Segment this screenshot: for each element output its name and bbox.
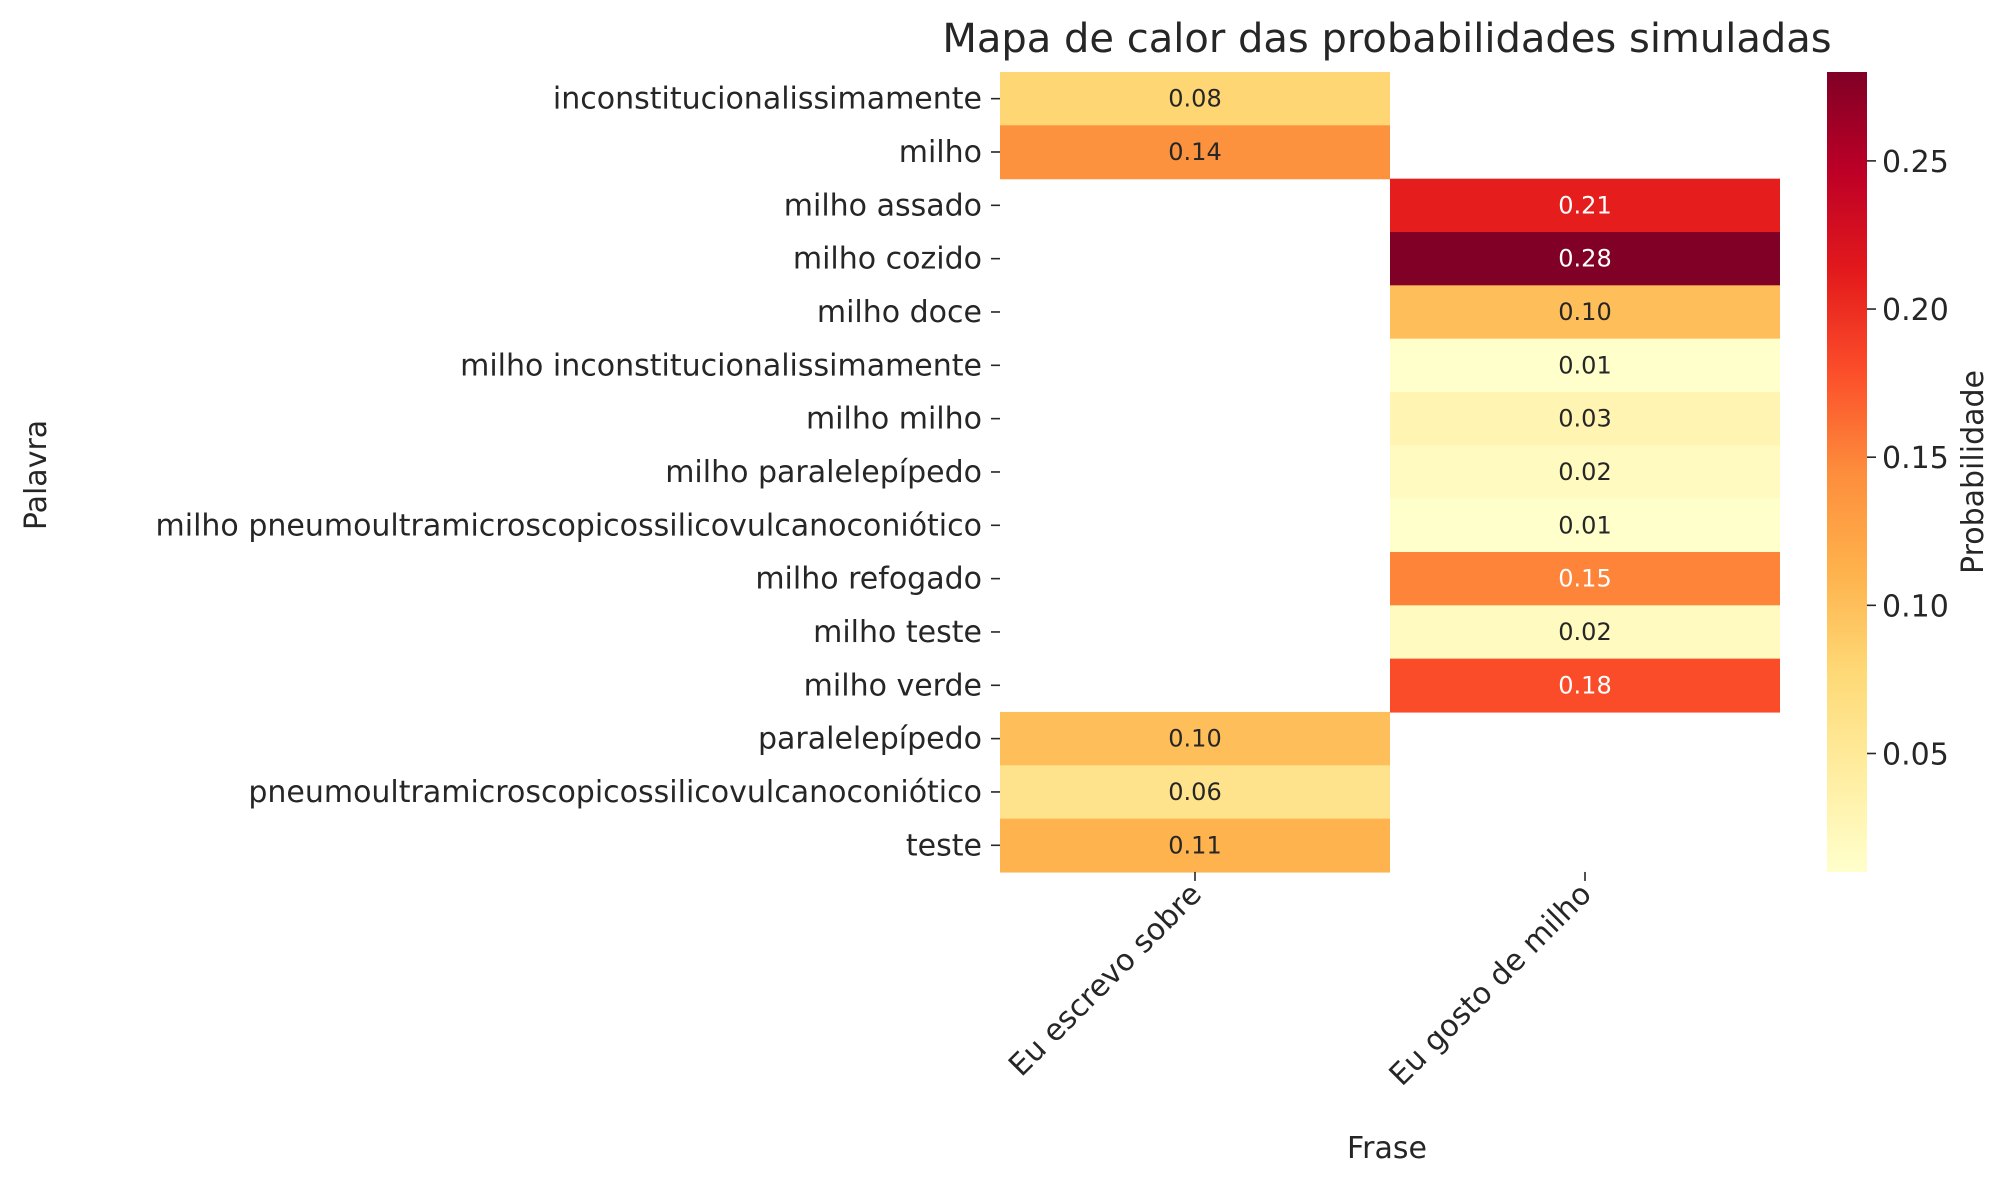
cell-value-label: 0.02: [1558, 458, 1611, 486]
cell-value-label: 0.21: [1558, 191, 1611, 219]
colorbar-gradient: [1827, 72, 1867, 872]
colorbar-label: Probabilidade: [1956, 370, 1991, 574]
cell-value-label: 0.11: [1168, 831, 1221, 859]
cell-value-labels: 0.08 0.14 0.21 0.28 0.10 0.01 0.03 0.02 0.01 0.15…: [1168, 85, 1611, 860]
heatmap-cell: [1390, 551, 1780, 606]
y-axis-label: Palavra: [19, 420, 54, 530]
y-tick-label: inconstitucionalissimamente: [553, 82, 982, 117]
colorbar: 0.05 0.10 0.15 0.20 0.25 Probabilidade: [1827, 72, 1991, 872]
y-tick-label: paralelepípedo: [758, 722, 982, 757]
y-tick-label: pneumoultramicroscopicossilicovulcanocon…: [248, 775, 982, 810]
y-tick-label: milho verde: [804, 668, 982, 703]
heatmap-cell: [1390, 391, 1780, 446]
heatmap-cell: [1000, 818, 1390, 873]
y-tick-label: milho cozido: [793, 242, 982, 277]
heatmap-cell: [1390, 338, 1780, 393]
cell-value-label: 0.10: [1558, 298, 1611, 326]
colorbar-tick-label: 0.25: [1882, 145, 1949, 180]
y-tick-label: milho milho: [806, 402, 982, 437]
heatmap-cell: [1390, 285, 1780, 340]
colorbar-tick-label: 0.20: [1882, 293, 1949, 328]
heatmap-cell: [1390, 445, 1780, 500]
cell-value-label: 0.28: [1558, 245, 1611, 273]
cell-value-label: 0.10: [1168, 725, 1221, 753]
y-tick-label: milho doce: [817, 295, 982, 330]
heatmap-cell: [1000, 125, 1390, 180]
x-tick-label: Eu gosto de milho: [1383, 877, 1599, 1093]
cell-value-label: 0.01: [1558, 511, 1611, 539]
y-tick-label: milho paralelepípedo: [665, 455, 982, 490]
heatmap-cell: [1390, 605, 1780, 660]
heatmap-cell: [1390, 658, 1780, 713]
colorbar-tick-label: 0.15: [1882, 441, 1949, 476]
y-axis: inconstitucionalissimamente milho milho as…: [156, 82, 1000, 863]
y-tick-label: teste: [906, 828, 982, 863]
cell-value-label: 0.08: [1168, 85, 1221, 113]
heatmap-cell: [1000, 765, 1390, 820]
heatmap-cell: [1000, 711, 1390, 766]
y-tick-label: milho teste: [813, 615, 982, 650]
heatmap-cells: [1000, 72, 1780, 873]
cell-value-label: 0.14: [1168, 138, 1221, 166]
cell-value-label: 0.02: [1558, 618, 1611, 646]
heatmap-cell: [1390, 178, 1780, 233]
heatmap-cell: [1390, 498, 1780, 553]
colorbar-tick-label: 0.05: [1882, 737, 1949, 772]
y-tick-label: milho: [899, 135, 982, 170]
chart-title: Mapa de calor das probabilidades simulad…: [942, 16, 1831, 62]
colorbar-ticks: 0.05 0.10 0.15 0.20 0.25: [1867, 145, 1949, 772]
heatmap-cell: [1390, 231, 1780, 286]
cell-value-label: 0.15: [1558, 565, 1611, 593]
cell-value-label: 0.18: [1558, 671, 1611, 699]
x-axis-label: Frase: [1347, 1131, 1427, 1166]
heatmap-cell: [1000, 72, 1390, 126]
cell-value-label: 0.03: [1558, 405, 1611, 433]
y-tick-label: milho assado: [784, 188, 982, 223]
cell-value-label: 0.06: [1168, 778, 1221, 806]
y-tick-label: milho refogado: [755, 562, 982, 597]
cell-value-label: 0.01: [1558, 351, 1611, 379]
x-tick-label: Eu escrevo sobre: [1002, 877, 1208, 1083]
y-tick-label: milho pneumoultramicroscopicossilicovulc…: [156, 508, 982, 543]
x-axis: Eu escrevo sobre Eu gosto de milho: [1002, 871, 1599, 1093]
colorbar-tick-label: 0.10: [1882, 589, 1949, 624]
y-tick-label: milho inconstitucionalissimamente: [460, 348, 982, 383]
